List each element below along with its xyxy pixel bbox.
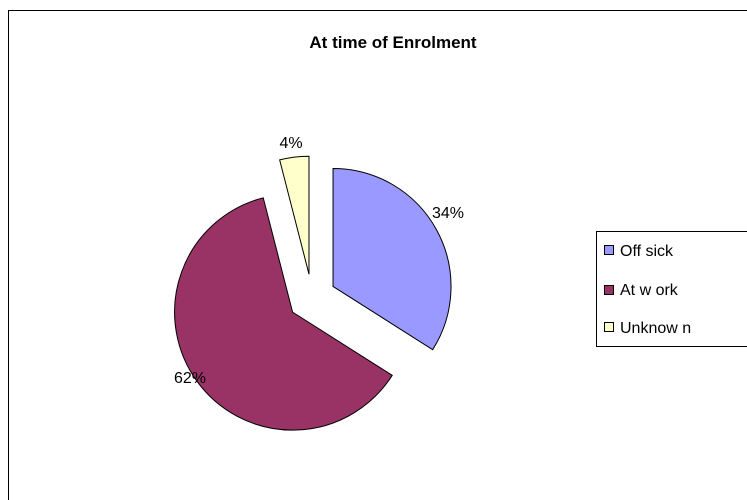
legend-box <box>596 231 747 347</box>
legend: Off sick At w ork Unknow n <box>596 231 747 347</box>
pie-chart <box>174 155 452 431</box>
data-label-at-work: 62% <box>174 370 206 387</box>
legend-item-off-sick: Off sick <box>604 243 674 260</box>
data-label-unknown: 4% <box>279 135 302 152</box>
legend-swatch-off-sick <box>604 245 614 255</box>
legend-item-unknown: Unknow n <box>604 320 691 337</box>
legend-swatch-at-work <box>604 285 614 295</box>
pie-slice-at-work <box>174 197 393 431</box>
legend-label-unknown: Unknow n <box>620 320 691 337</box>
pie-slice-unknown <box>279 155 310 275</box>
data-labels: 34% 62% 4% <box>174 135 464 387</box>
chart-title: At time of Enrolment <box>309 33 477 52</box>
pie-slice-off-sick <box>332 167 452 351</box>
legend-swatch-unknown <box>604 322 614 332</box>
legend-label-off-sick: Off sick <box>620 243 674 260</box>
legend-item-at-work: At w ork <box>604 282 679 299</box>
legend-label-at-work: At w ork <box>620 282 679 299</box>
data-label-off-sick: 34% <box>432 205 464 222</box>
